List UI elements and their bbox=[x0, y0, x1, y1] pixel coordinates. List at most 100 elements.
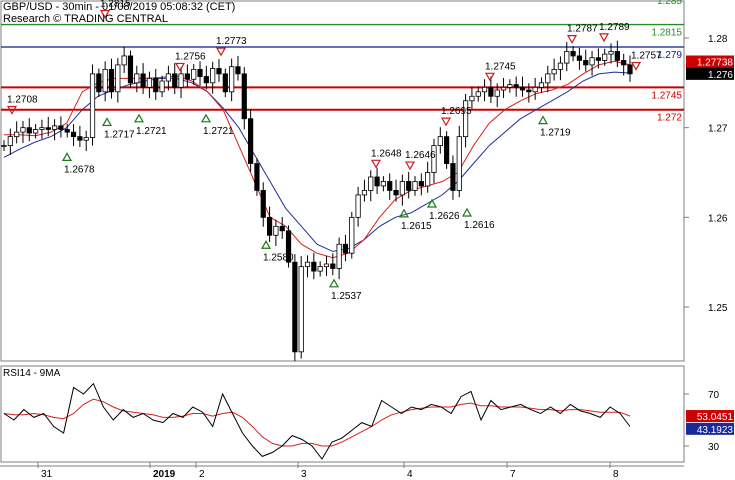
candle-body bbox=[507, 84, 513, 88]
annotation-label: 1.2719 bbox=[540, 128, 571, 139]
candle-body bbox=[450, 163, 456, 191]
ma-slow-line bbox=[3, 71, 631, 252]
candle-body bbox=[627, 64, 633, 75]
annotation-label: 1.2626 bbox=[429, 211, 460, 222]
level-label-support-1: 1.2745 bbox=[651, 90, 682, 101]
candle-body bbox=[45, 127, 51, 130]
candle-body bbox=[526, 89, 532, 93]
candle-body bbox=[279, 225, 285, 232]
candle-body bbox=[33, 129, 39, 134]
candle-body bbox=[513, 84, 519, 88]
ma-fast-line bbox=[4, 60, 631, 259]
candle-body bbox=[77, 136, 83, 141]
candle-body bbox=[595, 57, 601, 61]
candle-body bbox=[456, 136, 462, 191]
candle-body bbox=[260, 190, 266, 218]
candle-body bbox=[210, 68, 216, 84]
candle-body bbox=[323, 263, 330, 268]
candle-body bbox=[108, 68, 115, 93]
y-tick-label: 1.27 bbox=[708, 124, 728, 135]
annotation-label: 1.2757 bbox=[631, 51, 662, 62]
x-tick-label: 2 bbox=[199, 469, 205, 480]
candle-body bbox=[444, 136, 450, 164]
candle-body bbox=[545, 73, 551, 84]
x-tick-label: 2019 bbox=[153, 469, 176, 480]
annotation-label: 1.2695 bbox=[441, 106, 472, 117]
annotation-label: 1.2787 bbox=[567, 24, 598, 35]
annotation-label: 1.2708 bbox=[7, 94, 38, 105]
candle-body bbox=[481, 86, 488, 93]
candle-body bbox=[89, 73, 96, 138]
marker-up-icon bbox=[200, 113, 212, 123]
candle-body bbox=[557, 62, 564, 70]
candle-body bbox=[602, 53, 608, 61]
candle-body bbox=[203, 76, 209, 84]
candle-body bbox=[368, 176, 374, 191]
candle-body bbox=[425, 172, 431, 187]
candle-body bbox=[165, 73, 172, 82]
candle-body bbox=[374, 176, 380, 187]
x-tick-label: 3 bbox=[301, 469, 307, 480]
marker-down-icon bbox=[404, 161, 416, 171]
candle-body bbox=[380, 181, 386, 187]
candle-body bbox=[102, 68, 108, 93]
candle-body bbox=[241, 73, 247, 120]
annotation-label: 1.2616 bbox=[464, 220, 495, 231]
candle-body bbox=[418, 181, 424, 187]
candle-body bbox=[64, 129, 70, 133]
candle-body bbox=[589, 57, 595, 66]
candle-body bbox=[254, 163, 260, 191]
candle-body bbox=[336, 243, 342, 269]
marker-up-icon bbox=[260, 240, 272, 249]
candle-body bbox=[614, 51, 620, 61]
last-price-tag-box bbox=[686, 67, 734, 80]
candle-body bbox=[20, 127, 26, 133]
candle-body bbox=[437, 136, 443, 147]
annotation-label: 1.2678 bbox=[64, 164, 95, 175]
candle-body bbox=[342, 243, 349, 254]
rsi-value-tag: 43.1923 bbox=[697, 425, 734, 436]
annotation-label: 1.2580 bbox=[263, 252, 294, 263]
annotation-label: 1.2756 bbox=[175, 51, 206, 62]
marker-down-icon bbox=[6, 105, 18, 115]
x-tick-label: 4 bbox=[407, 469, 413, 480]
candle-body bbox=[412, 181, 418, 191]
annotation-label: 1.2646 bbox=[405, 150, 436, 161]
candle-body bbox=[406, 181, 412, 191]
marker-down-icon bbox=[566, 35, 578, 44]
candle-body bbox=[127, 55, 134, 84]
y-tick-label: 1.25 bbox=[708, 303, 728, 314]
candle-body bbox=[285, 230, 292, 263]
annotation-label: 1.2537 bbox=[331, 291, 362, 302]
candle-body bbox=[1, 145, 7, 148]
candle-body bbox=[266, 216, 273, 236]
candle-body bbox=[462, 100, 469, 138]
candle-body bbox=[178, 73, 184, 88]
annotation-label: 1.2615 bbox=[401, 221, 432, 232]
candle-body bbox=[519, 86, 526, 91]
candle-body bbox=[70, 131, 77, 138]
candle-body bbox=[197, 68, 203, 77]
chart-credit: Research © TRADING CENTRAL bbox=[3, 13, 168, 25]
candle-body bbox=[14, 131, 20, 138]
rsi-ma-value-tag-box bbox=[686, 410, 734, 423]
marker-up-icon bbox=[328, 278, 340, 288]
annotation-label: 1.2648 bbox=[371, 148, 402, 159]
candle-body bbox=[393, 190, 399, 196]
candle-body bbox=[229, 66, 235, 93]
ma-fast-price-tag-box bbox=[686, 55, 734, 68]
candle-body bbox=[431, 145, 437, 173]
candle-body bbox=[330, 263, 336, 269]
candle-body bbox=[222, 73, 228, 93]
marker-down-icon bbox=[174, 62, 186, 72]
marker-up-icon bbox=[537, 115, 549, 125]
marker-down-icon bbox=[598, 33, 610, 43]
rsi-tick-label: 70 bbox=[708, 390, 720, 401]
y-tick-label: 1.28 bbox=[708, 34, 728, 45]
candle-body bbox=[39, 127, 45, 130]
candle-body bbox=[538, 82, 545, 88]
candle-body bbox=[140, 73, 146, 88]
candle-body bbox=[191, 68, 197, 80]
candle-body bbox=[153, 77, 159, 93]
marker-up-icon bbox=[133, 113, 145, 123]
